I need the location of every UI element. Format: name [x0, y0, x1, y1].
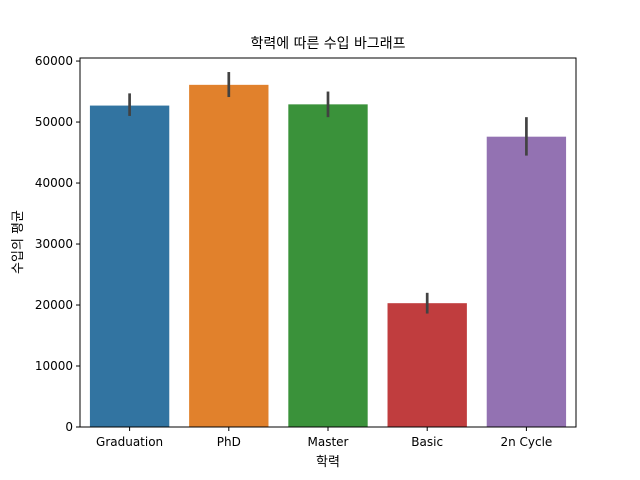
y-tick-label: 40000	[35, 176, 73, 190]
bar-basic	[387, 303, 467, 427]
x-tick-label: 2n Cycle	[500, 435, 552, 449]
chart-title: 학력에 따른 수입 바그래프	[250, 36, 405, 52]
bar-graduation	[89, 105, 170, 428]
axes-frame	[79, 57, 577, 428]
x-tick-label: Master	[308, 435, 349, 449]
bar-2n-cycle	[486, 136, 567, 428]
y-axis-label: 수입의 평균	[11, 210, 26, 274]
bar-phd	[189, 84, 269, 427]
x-tick-label: Graduation	[96, 435, 163, 449]
y-tick-label: 10000	[35, 359, 73, 373]
plot-area: Graduation PhD Master Basic 2n Cycle 0 10000 20…	[35, 54, 577, 449]
y-tick-label: 60000	[35, 54, 73, 68]
y-tick-label: 30000	[35, 237, 73, 251]
x-axis-label: 학력	[316, 455, 340, 470]
bar-master	[288, 104, 368, 427]
y-tick-label: 50000	[35, 115, 73, 129]
y-tick-label: 20000	[35, 298, 73, 312]
y-tick-label: 0	[65, 420, 73, 434]
x-tick-label: Basic	[411, 435, 443, 449]
x-tick-label: PhD	[217, 435, 241, 449]
